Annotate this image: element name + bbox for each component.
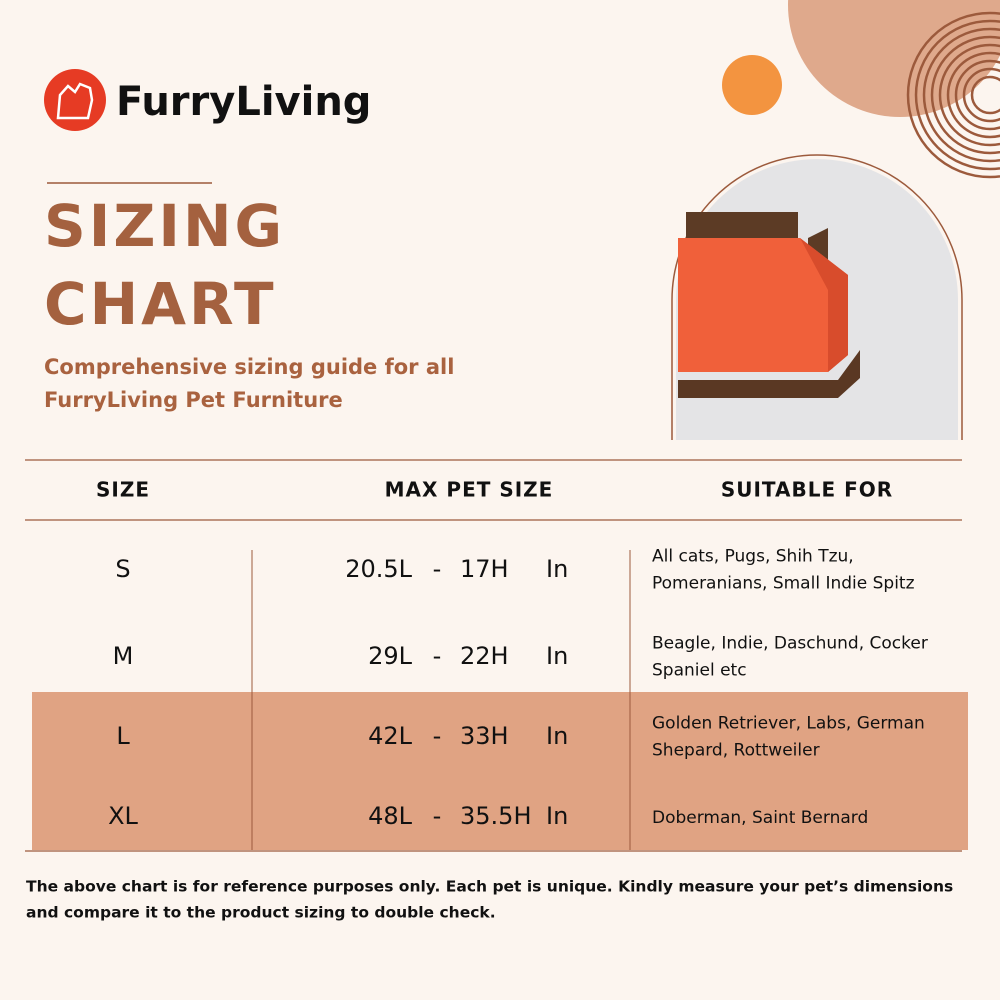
separator: - [433,722,442,750]
column-header: SUITABLE FOR [721,478,893,502]
height-cell: 33H [460,722,509,750]
suitable-for-cell: Golden Retriever, Labs, German [652,714,925,734]
length-cell: 42L [368,722,413,750]
suitable-for-cell: All cats, Pugs, Shih Tzu, [652,547,854,567]
highlight-band [32,692,968,850]
unit-cell: In [546,642,568,670]
length-cell: 29L [368,642,413,670]
decor-circle [788,0,1000,117]
length-cell: 48L [368,802,413,830]
height-cell: 35.5H [460,802,531,830]
size-cell: S [115,555,130,583]
footnote: and compare it to the product sizing to … [26,904,496,922]
size-cell: XL [108,802,138,830]
length-cell: 20.5L [345,555,412,583]
suitable-for-cell: Spaniel etc [652,661,747,681]
product-image [671,154,963,440]
separator: - [433,555,442,583]
suitable-for-cell: Doberman, Saint Bernard [652,808,868,828]
title: CHART [44,270,277,338]
separator: - [433,642,442,670]
unit-cell: In [546,722,568,750]
subtitle: FurryLiving Pet Furniture [44,388,343,412]
title: SIZING [44,192,285,260]
column-header: MAX PET SIZE [385,478,554,502]
decor-dot [722,55,782,115]
subtitle: Comprehensive sizing guide for all [44,355,454,379]
suitable-for-cell: Shepard, Rottweiler [652,741,820,761]
column-header: SIZE [96,478,150,502]
unit-cell: In [546,802,568,830]
height-cell: 22H [460,642,509,670]
height-cell: 17H [460,555,509,583]
footnote: The above chart is for reference purpose… [26,878,953,896]
suitable-for-cell: Beagle, Indie, Daschund, Cocker [652,634,928,654]
brand-name: FurryLiving [116,79,371,125]
size-cell: M [113,642,134,670]
separator: - [433,802,442,830]
unit-cell: In [546,555,568,583]
decor-rings [906,11,1000,179]
size-cell: L [116,722,130,750]
logo [44,69,106,131]
suitable-for-cell: Pomeranians, Small Indie Spitz [652,574,915,594]
